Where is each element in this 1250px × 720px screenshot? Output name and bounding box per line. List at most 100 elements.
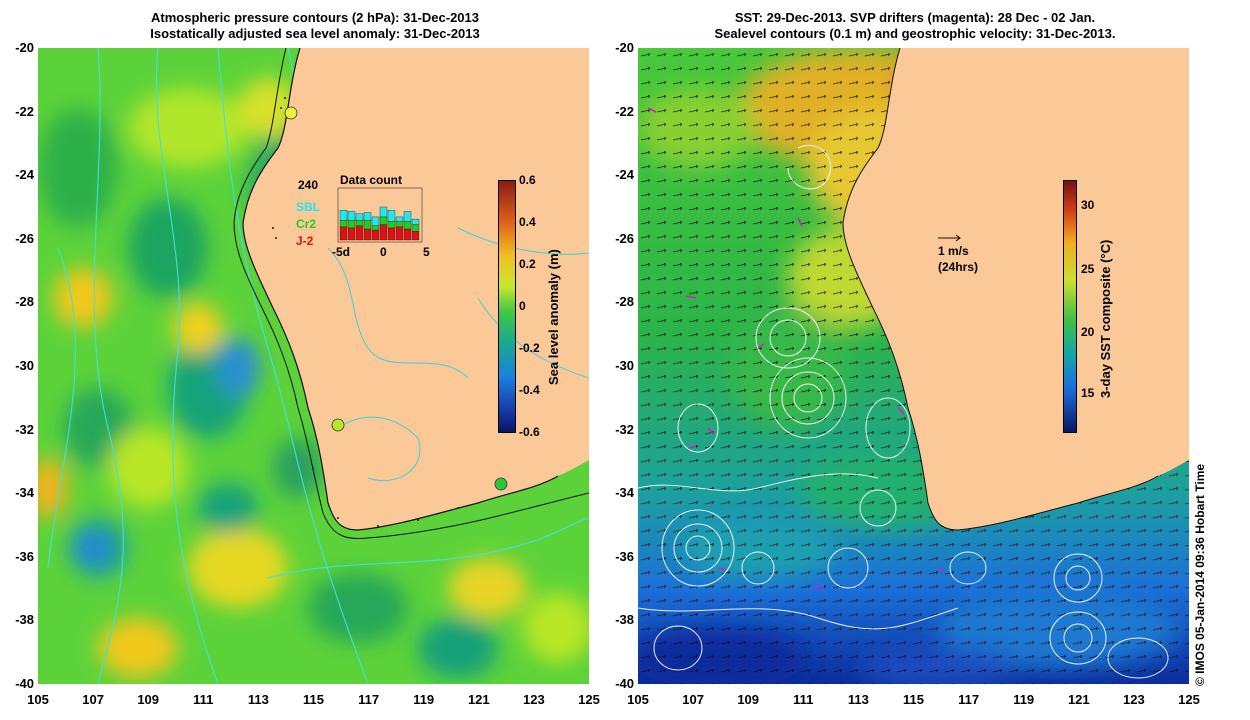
sla-tick-2: 0.2 [519,257,536,271]
inset-xtick-neg5: -5d [332,245,350,259]
inset-bar-sbl [379,206,388,218]
left-lat-label: -32 [15,421,34,437]
right-lon-label: 125 [1178,692,1200,707]
inset-bar-cr2 [387,221,396,229]
inset-bar-sbl [363,212,372,221]
left-lat-label: -34 [15,485,34,501]
inset-bar-cr2 [395,221,404,228]
sla-tick-6: -0.6 [519,425,540,439]
left-title-line2: Isostatically adjusted sea level anomaly… [150,26,480,41]
inset-bar-cr2 [403,221,412,230]
sst-tick-20: 20 [1081,325,1095,339]
left-map-title: Atmospheric pressure contours (2 hPa): 3… [40,10,590,42]
inset-title: Data count [340,173,403,187]
sla-tick-1: 0.4 [519,215,536,229]
sst-tick-25: 25 [1081,262,1095,276]
inset-bar-cr2 [379,216,388,225]
left-lon-label: 109 [137,692,160,707]
left-lat-label: -40 [15,676,34,691]
left-lat-label: -36 [15,548,34,564]
inset-xtick-0: 0 [380,245,387,259]
inset-bar-cr2 [363,219,372,230]
left-lon-label: 119 [413,692,435,707]
right-lon-label: 107 [682,692,704,707]
inset-bar-sbl [411,218,420,225]
left-lat-label: -22 [15,103,34,119]
inset-frame [337,187,423,243]
inset-bar-j2 [347,227,356,241]
sst-map-svg [638,48,1189,684]
sla-tick-0: 0.6 [519,173,536,187]
left-lon-label: 111 [193,692,214,707]
right-lat-label: -28 [615,294,634,310]
sla-colorbar-label: Sea level anomaly (m) [546,249,561,385]
inset-bar-j2 [411,230,420,241]
left-lon-label: 123 [523,692,545,707]
inset-bar-sbl [387,210,396,222]
left-lat-label: -38 [15,612,34,628]
sla-tick-3: 0 [519,299,526,313]
inset-max-label: 240 [298,178,319,192]
inset-bar-j2 [355,225,364,241]
right-lat-label: -36 [615,548,634,564]
inset-bar-cr2 [339,219,348,227]
left-lat-label: -20 [15,40,34,55]
sst-colorbar-label: 3-day SST composite (°C) [1098,239,1113,398]
left-lon-label: 105 [27,692,49,707]
right-lon-label: 111 [793,692,814,707]
inset-bar-j2 [363,228,372,241]
left-title-line1: Atmospheric pressure contours (2 hPa): 3… [151,10,479,25]
inset-bar-sbl [347,211,356,221]
legend-j2: J-2 [296,234,314,248]
right-lat-label: -32 [615,421,634,437]
sst-tick-15: 15 [1081,386,1095,400]
inset-bar-j2 [395,226,404,241]
inset-bar-sbl [371,216,380,226]
right-lat-label: -30 [615,358,634,373]
right-lat-label: -34 [615,485,634,501]
right-lat-label: -26 [615,230,634,246]
sst-colorbar [1063,180,1077,433]
sla-tick-4: -0.2 [519,341,540,355]
right-lon-label: 109 [737,692,760,707]
scale-arrow-speed: 1 m/s [938,244,969,258]
inset-bar-j2 [387,227,396,241]
data-count-inset-bars [337,187,423,243]
right-lon-label: 115 [903,692,924,707]
right-lon-label: 105 [627,692,649,707]
left-lon-label: 121 [467,692,490,707]
inset-bar-j2 [379,224,388,241]
inset-bar-j2 [339,226,348,241]
left-lat-label: -28 [15,294,34,310]
left-lat-label: -26 [15,230,34,246]
inset-bar-sbl [395,216,404,222]
right-lat-label: -40 [615,676,634,691]
sst-tick-30: 30 [1081,198,1095,212]
right-map-title: SST: 29-Dec-2013. SVP drifters (magenta)… [640,10,1190,42]
inset-bar-cr2 [371,225,380,231]
sst-map[interactable] [638,48,1189,684]
right-lon-label: 117 [958,692,980,707]
legend-sbl: SBL [296,200,320,214]
inset-bar-j2 [371,229,380,241]
right-lon-label: 123 [1123,692,1145,707]
right-title-line1: SST: 29-Dec-2013. SVP drifters (magenta)… [734,10,1096,25]
inset-bar-sbl [403,211,412,222]
scale-arrow-period: (24hrs) [938,260,979,274]
left-lon-label: 115 [303,692,324,707]
right-lat-label: -38 [615,612,634,628]
inset-bar-sbl [339,210,348,221]
right-lat-label: -24 [615,167,634,183]
left-lat-label: -24 [15,167,34,183]
left-lon-label: 107 [82,692,104,707]
right-title-line2: Sealevel contours (0.1 m) and geostrophi… [714,26,1116,41]
right-lon-label: 119 [1013,692,1035,707]
inset-bar-cr2 [347,219,356,229]
right-lon-label: 121 [1067,692,1090,707]
sea-level-colorbar [498,180,516,433]
left-lon-label: 113 [247,692,269,707]
legend-cr2: Cr2 [296,217,317,231]
left-lat-label: -30 [15,358,34,373]
inset-bar-cr2 [411,224,420,232]
right-lat-label: -22 [615,103,634,119]
